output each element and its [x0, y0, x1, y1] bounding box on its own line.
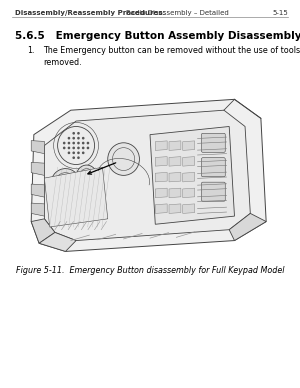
Polygon shape — [183, 172, 195, 182]
Circle shape — [77, 151, 80, 154]
Polygon shape — [169, 157, 181, 166]
Polygon shape — [155, 141, 167, 151]
Circle shape — [51, 168, 80, 199]
Polygon shape — [31, 219, 55, 243]
Circle shape — [76, 165, 97, 186]
Polygon shape — [155, 204, 167, 213]
Text: 1.: 1. — [27, 46, 34, 55]
Circle shape — [68, 142, 70, 144]
FancyBboxPatch shape — [202, 133, 225, 152]
Polygon shape — [169, 172, 181, 182]
Text: Disassembly/Reassembly Procedures:: Disassembly/Reassembly Procedures: — [15, 10, 168, 16]
Polygon shape — [150, 126, 235, 224]
Polygon shape — [169, 204, 181, 213]
Polygon shape — [39, 232, 76, 251]
Circle shape — [72, 147, 75, 149]
Polygon shape — [31, 184, 44, 197]
Polygon shape — [44, 167, 108, 227]
Circle shape — [60, 178, 71, 189]
Polygon shape — [44, 110, 250, 241]
Circle shape — [72, 137, 75, 140]
Text: Radio Disassembly – Detailed: Radio Disassembly – Detailed — [126, 10, 229, 16]
Circle shape — [72, 132, 75, 135]
Polygon shape — [155, 172, 167, 182]
Circle shape — [85, 173, 89, 178]
Circle shape — [72, 151, 75, 154]
Polygon shape — [31, 162, 44, 175]
Circle shape — [63, 142, 65, 144]
FancyBboxPatch shape — [202, 158, 225, 177]
Circle shape — [68, 147, 70, 149]
Circle shape — [87, 142, 89, 144]
Circle shape — [77, 147, 80, 149]
Polygon shape — [183, 157, 195, 166]
Text: 5.6.5   Emergency Button Assembly Disassembly: 5.6.5 Emergency Button Assembly Disassem… — [15, 31, 300, 41]
Polygon shape — [169, 141, 181, 151]
Circle shape — [82, 137, 85, 140]
Text: The Emergency button can be removed without the use of tools once the speaker re: The Emergency button can be removed with… — [44, 46, 300, 67]
Polygon shape — [183, 141, 195, 151]
Circle shape — [68, 151, 70, 154]
Polygon shape — [183, 188, 195, 197]
Circle shape — [87, 147, 89, 149]
Circle shape — [77, 156, 80, 159]
Circle shape — [68, 137, 70, 140]
Circle shape — [108, 143, 140, 175]
Circle shape — [77, 132, 80, 135]
Polygon shape — [155, 157, 167, 166]
Circle shape — [82, 151, 85, 154]
Circle shape — [72, 142, 75, 144]
Polygon shape — [31, 99, 266, 251]
Circle shape — [77, 142, 80, 144]
Text: Figure 5-11.  Emergency Button disassembly for Full Keypad Model: Figure 5-11. Emergency Button disassembl… — [16, 266, 284, 275]
Polygon shape — [169, 188, 181, 197]
Circle shape — [158, 135, 184, 162]
Polygon shape — [155, 188, 167, 197]
Polygon shape — [31, 140, 44, 154]
Circle shape — [63, 147, 65, 149]
Circle shape — [72, 156, 75, 159]
Circle shape — [77, 137, 80, 140]
Text: 5-15: 5-15 — [272, 10, 288, 16]
Polygon shape — [183, 204, 195, 213]
Circle shape — [82, 147, 85, 149]
Polygon shape — [229, 213, 266, 241]
Polygon shape — [31, 203, 44, 216]
Circle shape — [82, 142, 85, 144]
FancyBboxPatch shape — [202, 182, 225, 201]
